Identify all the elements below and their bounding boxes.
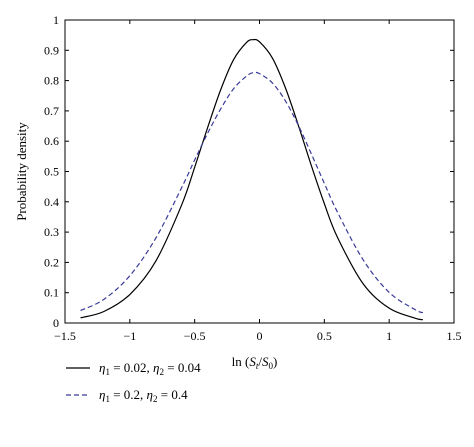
x-tick-label: −1.5 — [54, 329, 76, 343]
legend-2-sub2: 2 — [153, 394, 158, 404]
series-line-2 — [80, 71, 424, 314]
y-tick-label: 0.1 — [44, 286, 59, 300]
x-tick-label: 1 — [386, 329, 392, 343]
legend-label-series-2: η1 = 0.2, η2 = 0.4 — [99, 387, 188, 404]
x-axis-label-s2-sub: 0 — [269, 361, 274, 371]
series-line-1 — [80, 38, 423, 321]
plot-area — [64, 19, 455, 324]
x-axis-label-suffix: ) — [273, 354, 277, 369]
legend-1-val1: = 0.02, — [110, 360, 153, 375]
legend-1-eta2: η — [153, 360, 159, 375]
y-tick-label: 0.4 — [44, 195, 59, 209]
legend-1-eta1: η — [99, 360, 105, 375]
x-axis-label-slash: / — [258, 354, 262, 369]
x-tick-label: −0.5 — [184, 329, 206, 343]
x-axis-label: ln (St/S0) — [232, 354, 278, 371]
x-tick-label: −1 — [123, 329, 136, 343]
x-tick-label: 1.5 — [447, 329, 462, 343]
x-tick-label: 0.5 — [317, 329, 332, 343]
legend-1-val2: = 0.04 — [164, 360, 201, 375]
x-tick-label: 0 — [257, 329, 263, 343]
x-axis-label-s1: S — [249, 354, 256, 369]
legend-1-sub2: 2 — [160, 367, 165, 377]
y-tick-label: 0 — [53, 316, 59, 330]
legend-2-eta2: η — [147, 387, 153, 402]
y-axis-label: Probability density — [14, 122, 29, 221]
series-layer — [80, 38, 424, 321]
y-ticks: 0 0.1 0.2 0.3 0.4 0.5 0.6 0.7 0.8 0.9 1 — [44, 13, 454, 330]
x-axis-label-s2: S — [262, 354, 269, 369]
x-axis-label-prefix: ln ( — [232, 354, 250, 369]
legend-2-val2: = 0.4 — [158, 387, 189, 402]
y-tick-label: 0.5 — [44, 165, 59, 179]
y-tick-label: 0.9 — [44, 43, 59, 57]
legend: η1 = 0.02, η2 = 0.04 η1 = 0.2, η2 = 0.4 — [66, 360, 201, 404]
x-ticks: −1.5 −1 −0.5 0 0.5 1 1.5 — [54, 20, 462, 343]
legend-label-series-1: η1 = 0.02, η2 = 0.04 — [99, 360, 201, 377]
y-tick-label: 0.3 — [44, 225, 59, 239]
y-tick-label: 0.2 — [44, 255, 59, 269]
legend-2-sub1: 1 — [105, 394, 110, 404]
legend-2-eta1: η — [99, 387, 105, 402]
y-tick-label: 0.7 — [44, 104, 59, 118]
y-tick-label: 0.6 — [44, 134, 59, 148]
x-axis-label-s1-sub: t — [256, 361, 259, 371]
legend-1-sub1: 1 — [105, 367, 110, 377]
legend-2-val1: = 0.2, — [110, 387, 147, 402]
y-tick-label: 1 — [53, 13, 59, 27]
y-tick-label: 0.8 — [44, 74, 59, 88]
